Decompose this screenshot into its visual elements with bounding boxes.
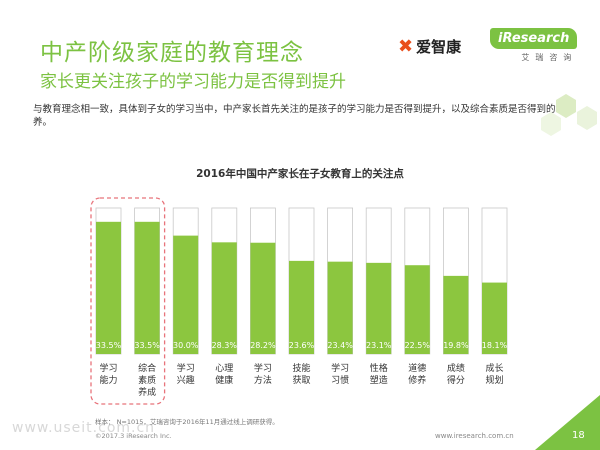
decor-hexagon-1 xyxy=(556,94,576,118)
bar-value-label: 18.1% xyxy=(482,341,508,350)
bar xyxy=(404,265,430,354)
bar xyxy=(173,235,199,354)
bar-value-label: 28.3% xyxy=(212,341,238,350)
bar xyxy=(366,262,392,354)
bar xyxy=(134,221,160,354)
page-number: 18 xyxy=(572,430,585,441)
bar-value-label: 23.4% xyxy=(327,341,353,350)
category-label: 学习兴趣 xyxy=(177,362,195,386)
category-label: 成绩得分 xyxy=(447,362,465,386)
page-subtitle: 家长更关注孩子的学习能力是否得到提升 xyxy=(40,72,346,92)
bar-value-label: 19.8% xyxy=(443,341,469,350)
bar xyxy=(327,261,353,354)
category-label: 性格塑造 xyxy=(370,362,388,386)
iresearch-logo: iResearch 艾瑞咨询 xyxy=(490,28,578,63)
decor-hexagons xyxy=(541,94,597,136)
bar-value-label: 23.6% xyxy=(289,341,315,350)
bar xyxy=(443,275,469,354)
bar-value-label: 33.5% xyxy=(134,341,160,350)
bar xyxy=(96,221,121,354)
bar-value-label: 28.2% xyxy=(250,341,276,350)
website-text: www.iresearch.com.cn xyxy=(435,432,514,440)
decor-hexagon-3 xyxy=(541,112,561,136)
category-label: 学习习惯 xyxy=(331,362,349,386)
aizhikang-logo: ✖ 爱智康 xyxy=(398,36,461,57)
bar xyxy=(289,260,314,354)
highlight-outline xyxy=(90,197,166,405)
bar-value-label: 30.0% xyxy=(173,341,199,350)
iresearch-logo-text: iResearch xyxy=(490,28,578,49)
category-label: 综合素质养成 xyxy=(138,362,156,398)
intro-text: 与教育理念相一致，具体到子女的学习当中，中产家长首先关注的是孩子的学习能力是否得… xyxy=(33,104,566,128)
copyright-text: ©2017.3 iResearch Inc. xyxy=(95,432,172,440)
category-label: 成长规划 xyxy=(485,362,503,386)
decor-corner-triangle xyxy=(535,395,600,450)
page-title: 中产阶级家庭的教育理念 xyxy=(40,40,304,66)
watermark-text: www.useit.com.cn xyxy=(12,420,156,436)
category-label: 学习能力 xyxy=(99,362,117,386)
aizhikang-logo-icon: ✖ xyxy=(398,36,414,57)
bar-value-label: 33.5% xyxy=(96,341,122,350)
category-label: 心理健康 xyxy=(215,363,233,386)
decor-hexagon-2 xyxy=(577,106,597,130)
bar xyxy=(250,242,276,354)
bar xyxy=(211,242,237,354)
category-label: 技能获取 xyxy=(292,362,310,386)
iresearch-logo-subtext: 艾瑞咨询 xyxy=(521,53,578,62)
chart-title: 2016年中国中产家长在子女教育上的关注点 xyxy=(196,168,404,180)
category-label: 道德修养 xyxy=(408,362,426,386)
bar xyxy=(482,282,507,354)
bar-value-label: 22.5% xyxy=(405,341,431,350)
source-note: 样本： N=1015，艾瑞咨询于2016年11月通过线上调研获得。 xyxy=(95,418,279,426)
bar-value-label: 23.1% xyxy=(366,341,392,350)
aizhikang-logo-text: 爱智康 xyxy=(416,38,462,56)
category-label: 学习方法 xyxy=(254,362,272,386)
